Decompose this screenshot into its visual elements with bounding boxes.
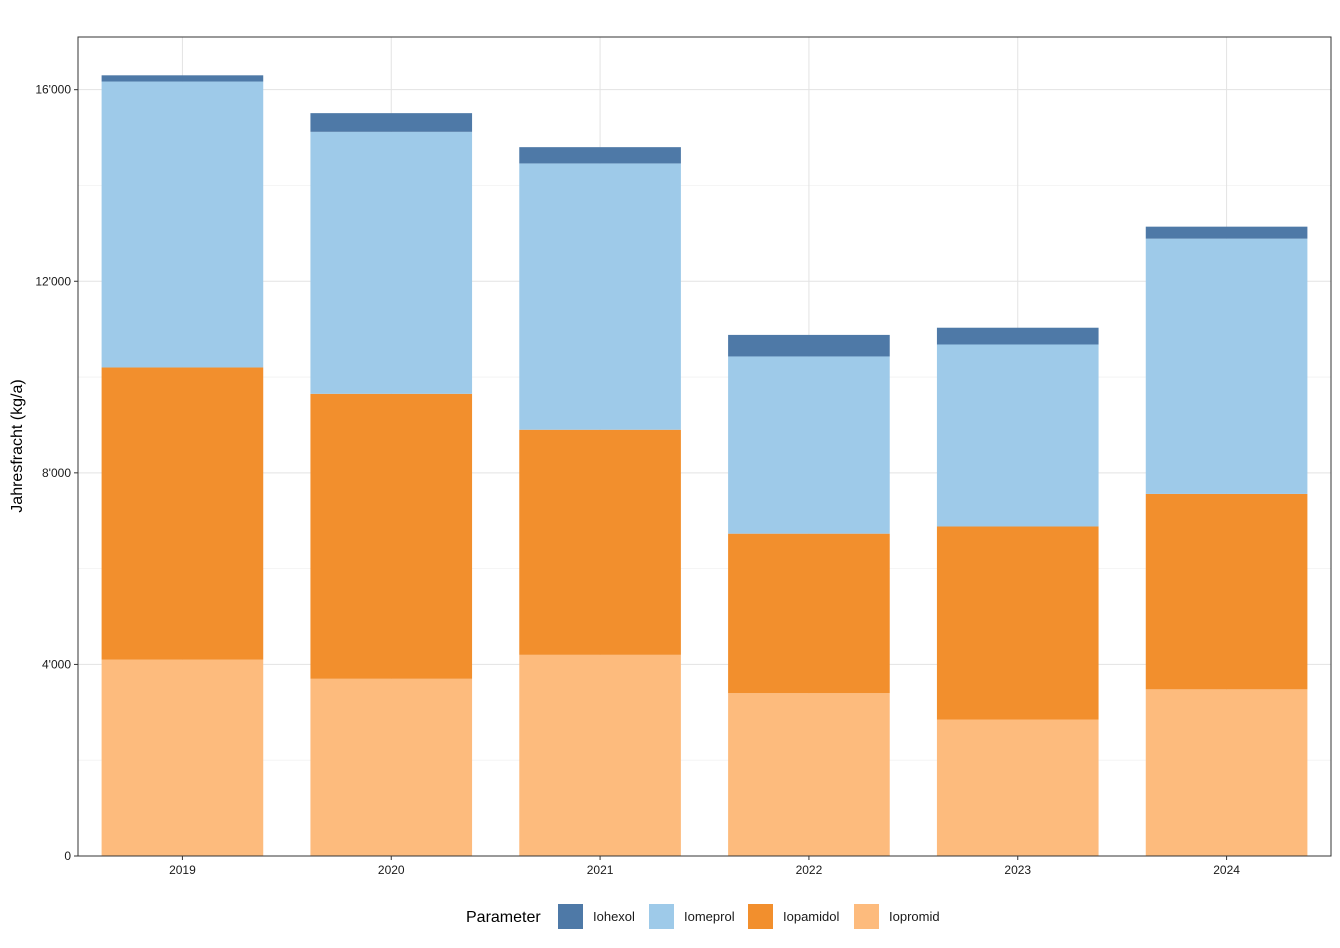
legend-label-iopamidol: Iopamidol <box>783 909 839 924</box>
bar-segment-iopamidol-2020 <box>310 393 473 679</box>
bar-segment-iohexol-2023 <box>936 327 1099 345</box>
bar-segment-iopamidol-2022 <box>728 533 890 694</box>
legend-swatch-iopromid <box>854 904 879 929</box>
bar-segment-iomeprol-2024 <box>1145 238 1308 494</box>
bar-segment-iomeprol-2021 <box>519 163 681 430</box>
y-tick-label: 16'000 <box>35 83 71 97</box>
bar-segment-iohexol-2020 <box>310 113 473 132</box>
bar-segment-iopromid-2022 <box>728 693 890 856</box>
x-tick-label-2022: 2022 <box>796 863 823 877</box>
legend-label-iopromid: Iopromid <box>889 909 940 924</box>
bar-segment-iohexol-2022 <box>728 334 890 357</box>
y-axis: 0 4'000 8'000 12'000 16'000 <box>35 83 78 863</box>
bar-segment-iopamidol-2023 <box>936 526 1099 720</box>
bar-segment-iohexol-2024 <box>1145 226 1308 239</box>
bar-segment-iopromid-2020 <box>310 678 473 856</box>
bar-segment-iopamidol-2021 <box>519 429 681 655</box>
y-tick-label: 0 <box>64 849 71 863</box>
plot-panel <box>78 37 1331 856</box>
legend-swatch-iohexol <box>558 904 583 929</box>
bar-segment-iohexol-2021 <box>519 147 681 164</box>
bar-segment-iohexol-2019 <box>101 75 264 82</box>
plot-border <box>77 36 1332 857</box>
x-tick-label-2021: 2021 <box>587 863 614 877</box>
bar-segment-iomeprol-2020 <box>310 131 473 394</box>
legend: Parameter Iohexol Iomeprol Iopamidol Ioprom… <box>466 904 940 929</box>
legend-swatch-iopamidol <box>748 904 773 929</box>
x-tick-label-2023: 2023 <box>1004 863 1031 877</box>
y-axis-title: Jahresfracht (kg/a) <box>9 379 26 512</box>
y-tick-label: 4'000 <box>42 657 71 671</box>
bar-segment-iopromid-2021 <box>519 654 681 856</box>
x-tick-label-2020: 2020 <box>378 863 405 877</box>
bar-segment-iopromid-2019 <box>101 659 264 856</box>
legend-label-iohexol: Iohexol <box>593 909 635 924</box>
legend-label-iomeprol: Iomeprol <box>684 909 735 924</box>
legend-title: Parameter <box>466 909 541 926</box>
bar-segment-iomeprol-2023 <box>936 344 1099 527</box>
legend-swatch-iomeprol <box>649 904 674 929</box>
x-axis: 2019 2020 2021 2022 2023 2024 <box>169 856 1240 877</box>
bar-segment-iopromid-2023 <box>936 719 1099 856</box>
bar-segment-iomeprol-2022 <box>728 356 890 534</box>
bar-segment-iopamidol-2019 <box>101 367 264 660</box>
bar-segment-iopamidol-2024 <box>1145 493 1308 690</box>
bar-segment-iopromid-2024 <box>1145 689 1308 856</box>
y-tick-label: 8'000 <box>42 466 71 480</box>
bars <box>101 75 1308 856</box>
y-tick-label: 12'000 <box>35 274 71 288</box>
x-tick-label-2019: 2019 <box>169 863 196 877</box>
bar-segment-iomeprol-2019 <box>101 81 264 368</box>
x-tick-label-2024: 2024 <box>1213 863 1240 877</box>
